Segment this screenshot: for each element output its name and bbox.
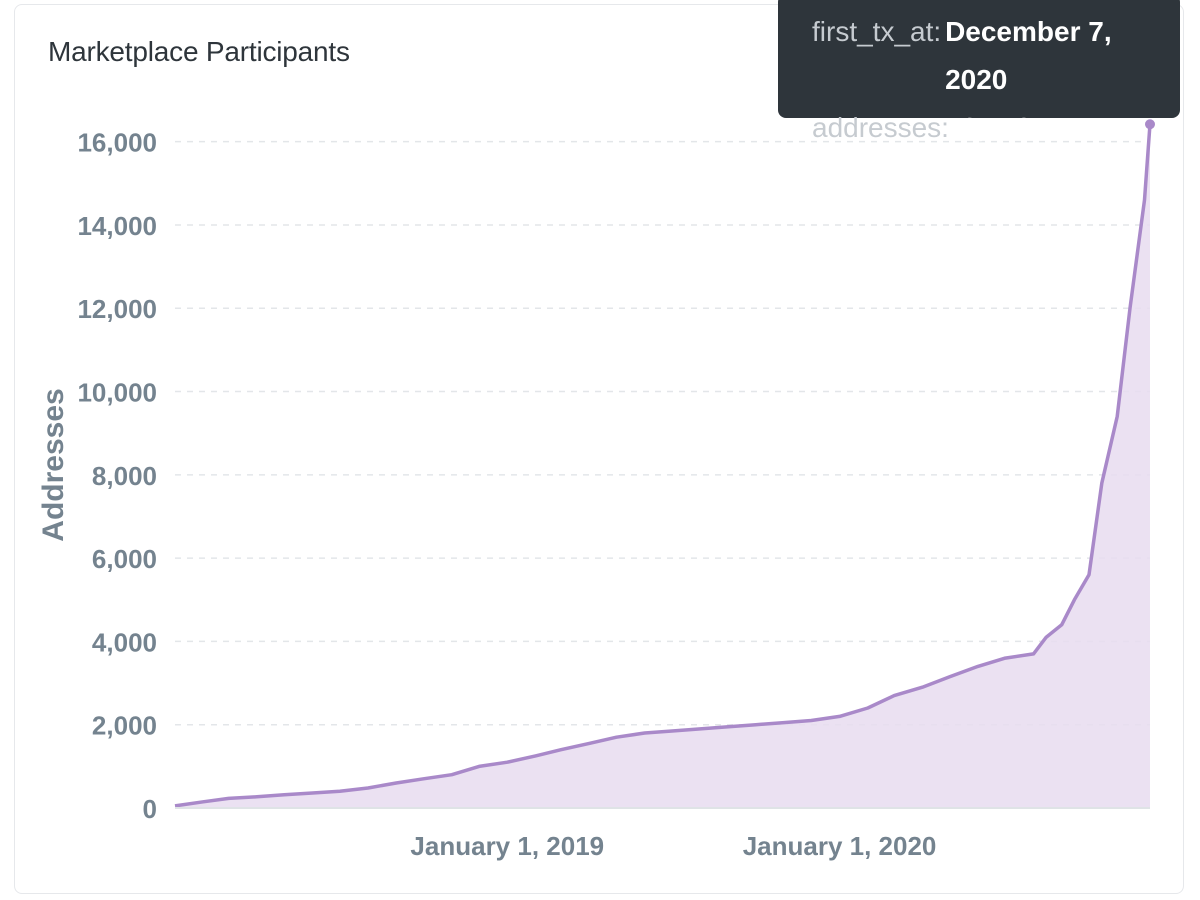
x-tick-label: January 1, 2019 <box>410 831 604 861</box>
y-tick-label: 12,000 <box>77 294 157 324</box>
chart-title: Marketplace Participants <box>48 36 350 67</box>
series-line[interactable] <box>174 124 1152 808</box>
y-tick-label: 8,000 <box>92 461 157 491</box>
tooltip-value-addresses: 16,418 <box>946 112 1032 143</box>
y-tick-label: 14,000 <box>77 211 157 241</box>
x-tick-label: January 1, 2020 <box>743 831 937 861</box>
y-tick-label: 6,000 <box>92 544 157 574</box>
grid-lines <box>175 140 1150 726</box>
tooltip: first_tx_at: December 7, 2020 addresses:… <box>778 0 1180 143</box>
y-tick-label: 16,000 <box>77 128 157 158</box>
tooltip-key-date: first_tx_at: <box>812 16 942 47</box>
hover-point <box>1145 119 1155 130</box>
y-tick-labels: 0 2,000 4,000 6,000 8,000 10,000 12,000 14,000 1… <box>77 128 157 824</box>
tooltip-row-date: first_tx_at: December 7, 2020 <box>812 8 1180 104</box>
y-tick-label: 0 <box>143 794 157 824</box>
tooltip-key-addresses: addresses: <box>812 112 949 143</box>
area-fill <box>175 124 1150 808</box>
tooltip-row-addresses: addresses: 16,418 <box>812 104 1180 152</box>
y-tick-label: 4,000 <box>92 627 157 657</box>
y-tick-label: 10,000 <box>77 378 157 408</box>
x-tick-labels: January 1, 2019 January 1, 2020 <box>410 831 936 861</box>
tooltip-value-date: December 7, 2020 <box>945 16 1112 95</box>
y-tick-label: 2,000 <box>92 711 157 741</box>
